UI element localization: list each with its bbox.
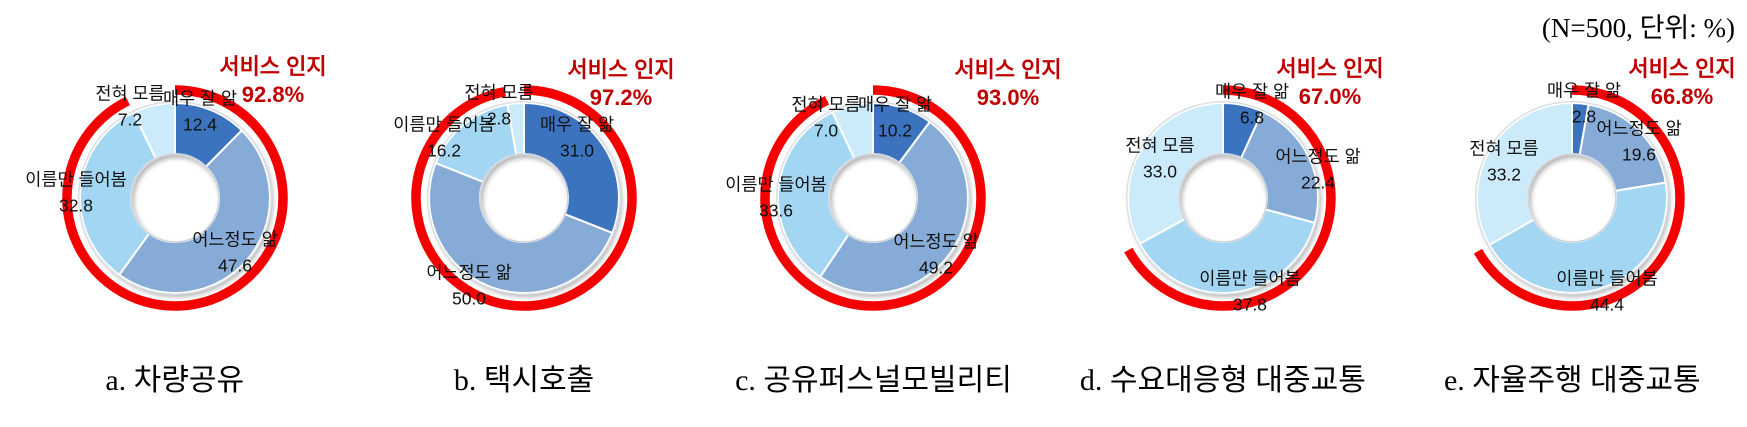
chart-caption: b. 택시호출 [453,364,595,397]
donut-outer-rim [427,100,622,296]
slice-label-value: 50.0 [452,289,486,309]
donut-chart: 매우 잘 앎 12.4 어느정도 앎 47.6 이름만 들어봄 32.8 전혀 모름 7.2 서… [0,46,349,399]
donut-chart: 매우 잘 앎 10.2 어느정도 앎 49.2 이름만 들어봄 33.6 전혀 모름 7.0 서… [699,46,1062,399]
donut-outer-rim [1125,100,1320,296]
service-awareness-title: 서비스 인지 [955,57,1062,82]
slice-label-name: 어느정도 앎 [1275,147,1360,167]
slice-label-value: 19.6 [1622,145,1656,165]
donut-slices [777,102,970,295]
donut-hole-rim [1527,153,1617,243]
slice-label-value: 49.2 [919,258,953,278]
slice-label-name: 전혀 모름 [1125,136,1194,156]
charts-row: 매우 잘 앎 12.4 어느정도 앎 47.6 이름만 들어봄 32.8 전혀 모름 7.2 서… [0,46,1747,399]
chart-caption: d. 수요대응형 대중교통 [1079,364,1366,397]
service-awareness-arc [760,85,987,311]
slice-label-name: 어느정도 앎 [192,230,277,250]
donut-hole-rim [1178,153,1268,243]
slice-label-value: 33.6 [759,201,793,221]
slice-label-value: 33.0 [1143,162,1177,182]
donut-hole-rim [828,153,919,243]
service-awareness-arc [411,85,637,311]
donut-slices [428,102,621,294]
donut-chart: 매우 잘 앎 31.0 어느정도 앎 50.0 이름만 들어봄 16.2 전혀 모름 2.8 서… [349,46,698,399]
slice-label-value: 37.8 [1233,295,1267,315]
slice-label-name: 전혀 모름 [792,95,861,115]
donut-hole-rim [479,153,569,243]
donut-outer-rim [1475,100,1670,296]
service-awareness-title: 서비스 인지 [219,54,326,79]
donut-svg: 매우 잘 앎 10.2 어느정도 앎 49.2 이름만 들어봄 33.6 전혀 모름 7.0 서… [726,57,1062,311]
slice-label-value: 16.2 [427,141,461,161]
slice-label-name: 매우 잘 앎 [540,115,614,135]
slice-label-name: 어느정도 앎 [894,232,979,252]
donut-outer-rim [776,100,971,296]
donut-slices [1126,102,1319,294]
service-awareness-value: 67.0% [1299,84,1361,109]
service-awareness-value: 66.8% [1651,84,1713,109]
slice-label-value: 10.2 [878,121,912,141]
slice-label-name: 전혀 모름 [1470,139,1539,159]
donut-chart: 매우 잘 앎 6.8 어느정도 앎 22.4 이름만 들어봄 37.8 전혀 모름 33.0 서… [1048,46,1397,399]
donut-chart: 매우 잘 앎 2.8 어느정도 앎 19.6 이름만 들어봄 44.4 전혀 모름 33.2 서… [1398,46,1747,399]
slice-label-value: 44.4 [1590,295,1624,315]
slice-label-value: 2.8 [1572,107,1596,127]
slice-label-name: 매우 잘 앎 [858,95,932,115]
donut-slices [78,102,271,294]
slice-label-value: 6.8 [1240,108,1264,128]
slice-label-name: 전혀 모름 [95,84,164,104]
service-awareness-title: 서비스 인지 [567,57,674,82]
service-awareness-arc [1474,85,1685,311]
slice-label-value: 32.8 [59,196,93,216]
slice-label-value: 7.0 [814,121,839,141]
chart-caption: a. 차량공유 [105,364,245,397]
slice-label-name: 매우 잘 앎 [1215,82,1289,102]
service-awareness-value: 93.0% [977,85,1039,110]
donut-svg: 매우 잘 앎 31.0 어느정도 앎 50.0 이름만 들어봄 16.2 전혀 모름 2.8 서… [393,57,675,311]
service-awareness-arc [1124,85,1336,311]
service-awareness-arc [61,85,288,311]
service-awareness-title: 서비스 인지 [1276,56,1383,81]
slice-label-value: 7.2 [118,110,142,130]
service-awareness-value: 97.2% [590,85,652,110]
slice-label-name: 이름만 들어봄 [393,115,494,135]
service-awareness-value: 92.8% [241,82,303,107]
service-awareness-title: 서비스 인지 [1629,56,1736,81]
chart-caption: c. 공유퍼스널모빌리티 [735,364,1012,397]
slice-label-value: 2.8 [487,109,511,129]
slice-label-value: 33.2 [1487,165,1521,185]
slice-label-name: 전혀 모름 [464,83,533,103]
slice-label-name: 이름만 들어봄 [25,170,126,190]
slice-label-value: 47.6 [218,256,252,276]
donut-hole-rim [129,153,220,243]
slice-label-name: 이름만 들어봄 [726,175,827,195]
chart-caption: e. 자율주행 대중교통 [1443,364,1701,397]
slice-label-name: 어느정도 앎 [426,263,511,283]
donut-outer-rim [77,100,272,296]
donut-svg: 매우 잘 앎 12.4 어느정도 앎 47.6 이름만 들어봄 32.8 전혀 모름 7.2 서… [25,54,326,311]
slice-label-value: 12.4 [183,115,217,135]
slice-label-name: 매우 잘 앎 [163,89,237,109]
slice-label-name: 어느정도 앎 [1597,119,1682,139]
slice-label-name: 이름만 들어봄 [1557,269,1658,289]
sample-size-note: (N=500, 단위: %) [1541,13,1735,43]
slice-label-name: 매우 잘 앎 [1547,81,1621,101]
donut-svg: 매우 잘 앎 6.8 어느정도 앎 22.4 이름만 들어봄 37.8 전혀 모름 33.0 서… [1124,56,1384,315]
slice-label-value: 31.0 [560,141,594,161]
slice-label-name: 이름만 들어봄 [1199,269,1300,289]
slice-label-value: 22.4 [1301,173,1335,193]
